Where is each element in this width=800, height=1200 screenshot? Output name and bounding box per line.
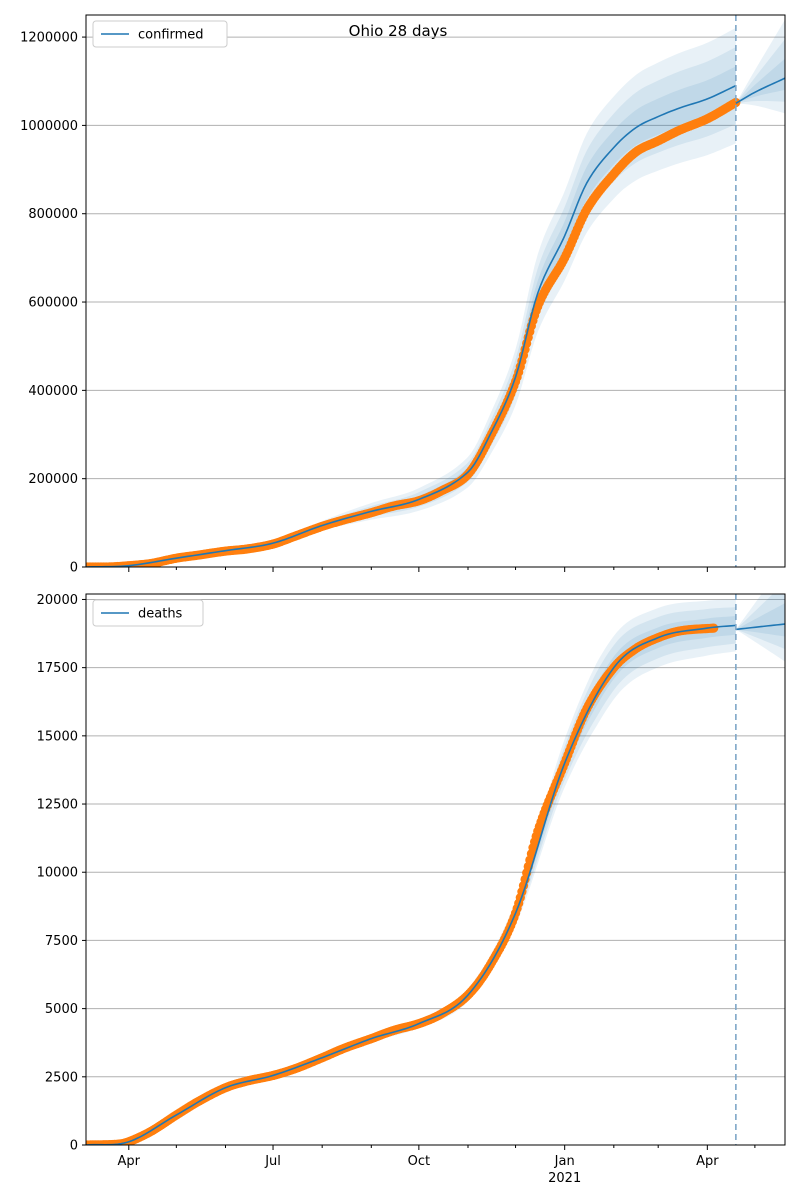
x-tick-label: Apr [696,1154,719,1169]
x-tick-sublabel: 2021 [548,1171,581,1186]
legend: deaths [92,599,204,627]
legend-box [92,599,204,627]
forecast-line [735,623,785,631]
y-tick-label: 600000 [28,296,78,311]
y-tick-label: 10000 [37,866,78,881]
x-tick-label: Apr [118,1154,141,1169]
y-tick-label: 5000 [45,1002,78,1017]
legend-label: confirmed [138,28,204,43]
plot-area [86,19,785,567]
forecast-line [735,77,785,105]
y-tick-label: 200000 [28,472,78,487]
confidence-band [86,66,736,567]
y-tick-label: 800000 [28,207,78,222]
y-tick-label: 17500 [37,661,78,676]
axes-frame [85,14,786,568]
legend-label: deaths [138,607,183,622]
y-tick-label: 400000 [28,384,78,399]
confirmed-panel: 0 200000 400000 600000 800000 1000000 1200000 c… [20,14,786,576]
forecast-band [735,58,785,104]
y-tick-label: 1000000 [20,119,78,134]
y-tick-label: 2500 [45,1070,78,1085]
model-line [86,84,737,567]
x-tick-label: Jul [264,1154,281,1169]
forecast-band [735,594,785,650]
x-tick-label: Jan [554,1154,575,1169]
legend-box [92,20,228,48]
confidence-band [86,27,736,567]
y-tick-label: 15000 [37,729,78,744]
forecast-band [735,39,785,104]
axes-frame [85,593,786,1146]
observed-point [709,623,719,633]
deaths-panel: 0 2500 5000 7500 10000 12500 15000 17500 20000 Ap… [37,593,786,1186]
y-tick-label: 0 [70,561,78,576]
forecast-band [735,19,785,114]
y-tick-label: 0 [70,1139,78,1154]
confidence-band [86,616,736,1145]
y-tick-label: 7500 [45,934,78,949]
forecast-band [735,594,785,662]
y-tick-label: 12500 [37,798,78,813]
model-line [86,624,736,1145]
confidence-band [86,607,736,1145]
legend: confirmed [92,20,228,48]
confidence-band [86,47,736,567]
chart-title: Ohio 28 days [349,22,448,40]
x-tick-label: Oct [408,1154,430,1169]
y-tick-label: 20000 [37,593,78,608]
y-tick-label: 1200000 [20,31,78,46]
plot-area [86,594,785,1145]
